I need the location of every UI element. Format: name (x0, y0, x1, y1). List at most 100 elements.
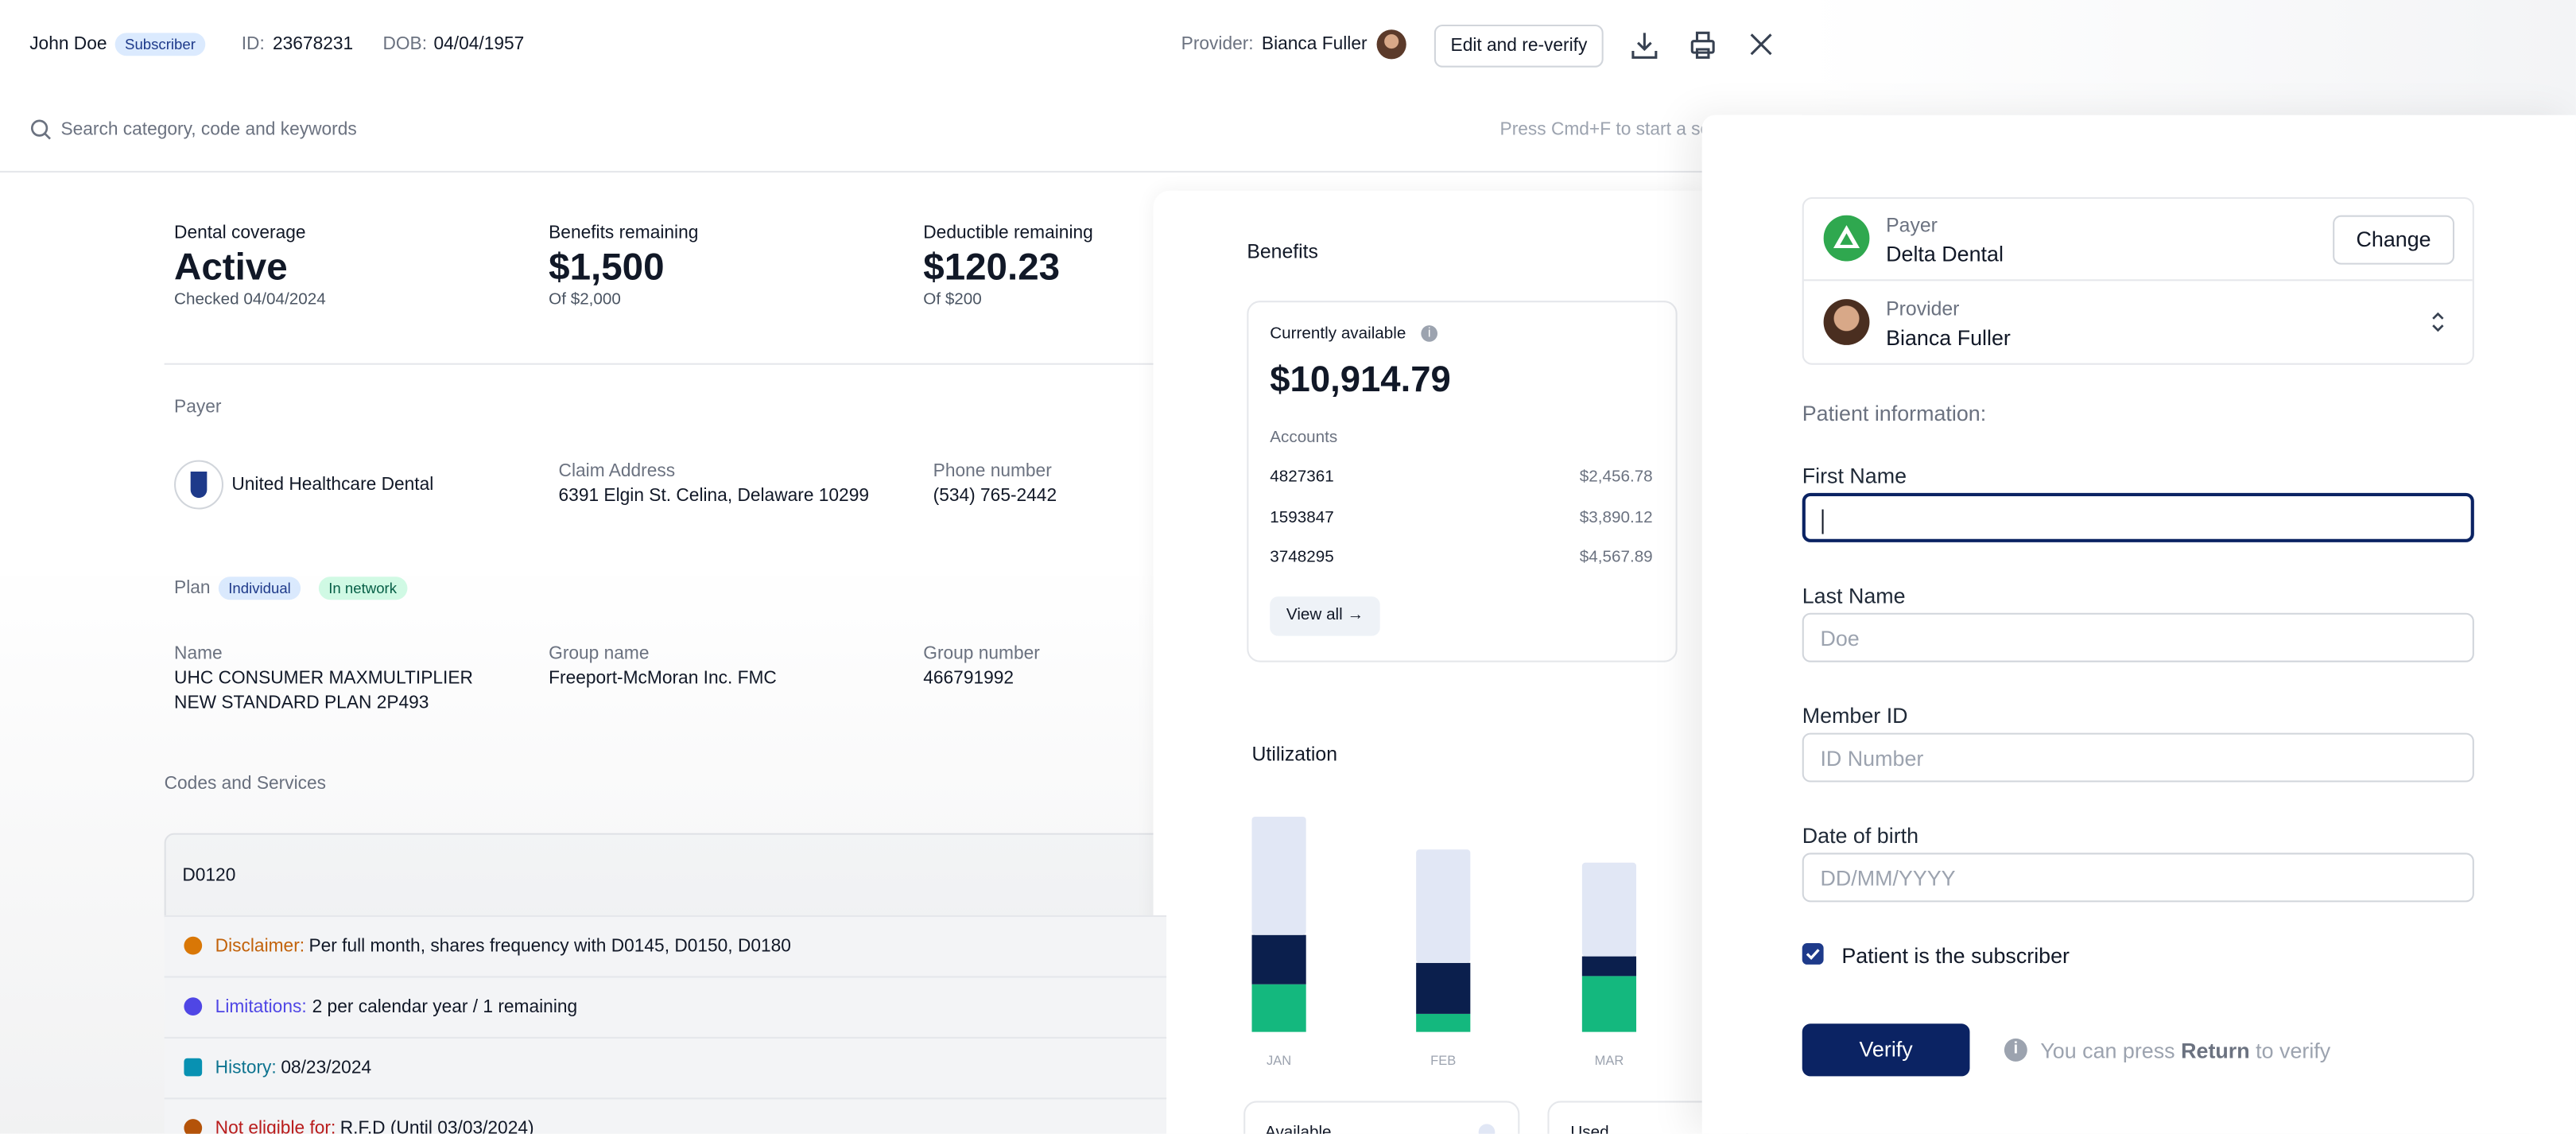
label: Provider: (1181, 34, 1254, 55)
bar-segment (1251, 984, 1306, 1032)
payer-provider-box (1802, 196, 2474, 365)
section-heading: Payer (174, 398, 222, 417)
badge: Individual (218, 577, 301, 600)
summary-label: Deductible remaining (923, 223, 1093, 243)
account-amount: $2,456.78 (1579, 468, 1653, 487)
row-label: Not eligible for: (215, 1119, 336, 1134)
summary-sub: Of $2,000 (549, 290, 621, 309)
summary-label: Dental coverage (174, 223, 306, 243)
search-bar[interactable] (0, 87, 1802, 173)
avatar (1823, 299, 1870, 345)
group-name: Freeport-McMoran Inc. FMC (549, 668, 777, 689)
phone: (534) 765-2442 (933, 486, 1057, 507)
summary-sub: Checked 04/04/2024 (174, 290, 326, 309)
row-icon (184, 936, 203, 955)
text-input[interactable]: ID Number (1802, 732, 2474, 783)
code-row (164, 915, 1167, 978)
label: Accounts (1270, 429, 1338, 448)
panel-heading: Utilization (1251, 742, 1338, 766)
hint-key: Return (2181, 1038, 2250, 1063)
change-button[interactable]: Change (2333, 215, 2455, 265)
account-id: 1593847 (1270, 508, 1334, 527)
label: Payer (1886, 213, 1938, 237)
divider (1803, 279, 2473, 282)
dob: 04/04/1957 (433, 34, 525, 55)
text-input[interactable]: Doe (1802, 612, 2474, 662)
select-icon[interactable] (2428, 309, 2448, 335)
summary-value: Active (174, 244, 288, 288)
label: Group number (923, 643, 1040, 664)
row-label: Disclaimer: (215, 936, 305, 957)
divider (164, 363, 1154, 365)
checkbox[interactable] (1802, 943, 1824, 965)
badge: Subscriber (114, 33, 206, 56)
account-id: 3748295 (1270, 549, 1334, 567)
label: Provider (1886, 297, 1960, 320)
code: D0120 (182, 865, 236, 886)
label: Phone number (933, 461, 1052, 482)
plan-name: UHC CONSUMER MAXMULTIPLIER NEW STANDARD … (174, 668, 473, 713)
checkbox-label: Patient is the subscriber (1841, 943, 2070, 969)
row-text: 08/23/2024 (281, 1058, 372, 1078)
payer-name: United Healthcare Dental (231, 475, 434, 495)
x-tick-label: FEB (1430, 1053, 1456, 1068)
code-row (164, 1036, 1167, 1100)
patient-name: John Doe (29, 34, 107, 55)
row-text: 2 per calendar year / 1 remaining (312, 997, 578, 1018)
label: Group name (549, 643, 650, 664)
info-icon: i (1421, 325, 1438, 342)
row-label: Limitations: (215, 997, 307, 1018)
info-icon: i (2004, 1038, 2027, 1062)
badge: In network (318, 577, 407, 600)
row-text: R.F.D (Until 03/03/2024) (339, 1119, 534, 1134)
field-label: First Name (1802, 463, 1907, 488)
search-placeholder: Search category, code and keywords (60, 119, 357, 140)
bar-segment (1416, 962, 1471, 1014)
summary-sub: Of $200 (923, 290, 982, 309)
payer-logo (1823, 215, 1870, 262)
label: Claim Address (558, 461, 676, 482)
x-tick-label: JAN (1267, 1053, 1291, 1068)
section-heading: Patient information: (1802, 401, 1987, 426)
x-tick-label: MAR (1595, 1053, 1624, 1068)
bar-segment (1581, 976, 1637, 1032)
address: 6391 Elgin St. Celina, Delaware 10299 (558, 486, 870, 507)
summary-value: $1,500 (549, 244, 665, 288)
label: ID: (241, 34, 265, 55)
search-icon (30, 119, 51, 140)
provider: Bianca Fuller (1261, 34, 1368, 55)
field-label: Member ID (1802, 703, 1908, 728)
verify-button[interactable]: Verify (1802, 1023, 1970, 1077)
label: Name (174, 643, 223, 664)
text-input[interactable] (1802, 492, 2474, 542)
code-row (164, 976, 1167, 1039)
code-row (164, 1097, 1167, 1134)
text-input[interactable]: DD/MM/YYYY (1802, 852, 2474, 903)
legend-label: Used (1570, 1124, 1609, 1134)
label: Currently available (1270, 325, 1406, 344)
legend-card (1243, 1101, 1520, 1134)
code-header (164, 833, 1170, 919)
hint-text: You can press (2040, 1038, 2175, 1063)
available-amount: $10,914.79 (1270, 358, 1451, 400)
view-all[interactable]: View all → (1270, 596, 1380, 636)
avatar (1376, 29, 1406, 60)
bar-segment (1416, 1013, 1471, 1032)
provider-name: Bianca Fuller (1886, 325, 2011, 351)
group-number: 466791992 (923, 668, 1014, 689)
legend-dot (1478, 1124, 1496, 1134)
row-text: Per full month, shares frequency with D0… (308, 936, 791, 957)
caret (1821, 509, 1824, 534)
row-icon (184, 1058, 203, 1077)
header-icons (1631, 31, 1772, 59)
utilization-chart: JAN FEB MAR (1251, 816, 1637, 1068)
bar-segment (1251, 934, 1306, 984)
edit-button[interactable]: Edit and re-verify (1433, 24, 1604, 68)
summary-label: Benefits remaining (549, 223, 699, 243)
search-hint: Press Cmd+F to start a se (1499, 119, 1711, 140)
panel-heading: Benefits (1247, 239, 1318, 263)
account-id: 4827361 (1270, 468, 1334, 487)
header-side (1802, 0, 2576, 117)
